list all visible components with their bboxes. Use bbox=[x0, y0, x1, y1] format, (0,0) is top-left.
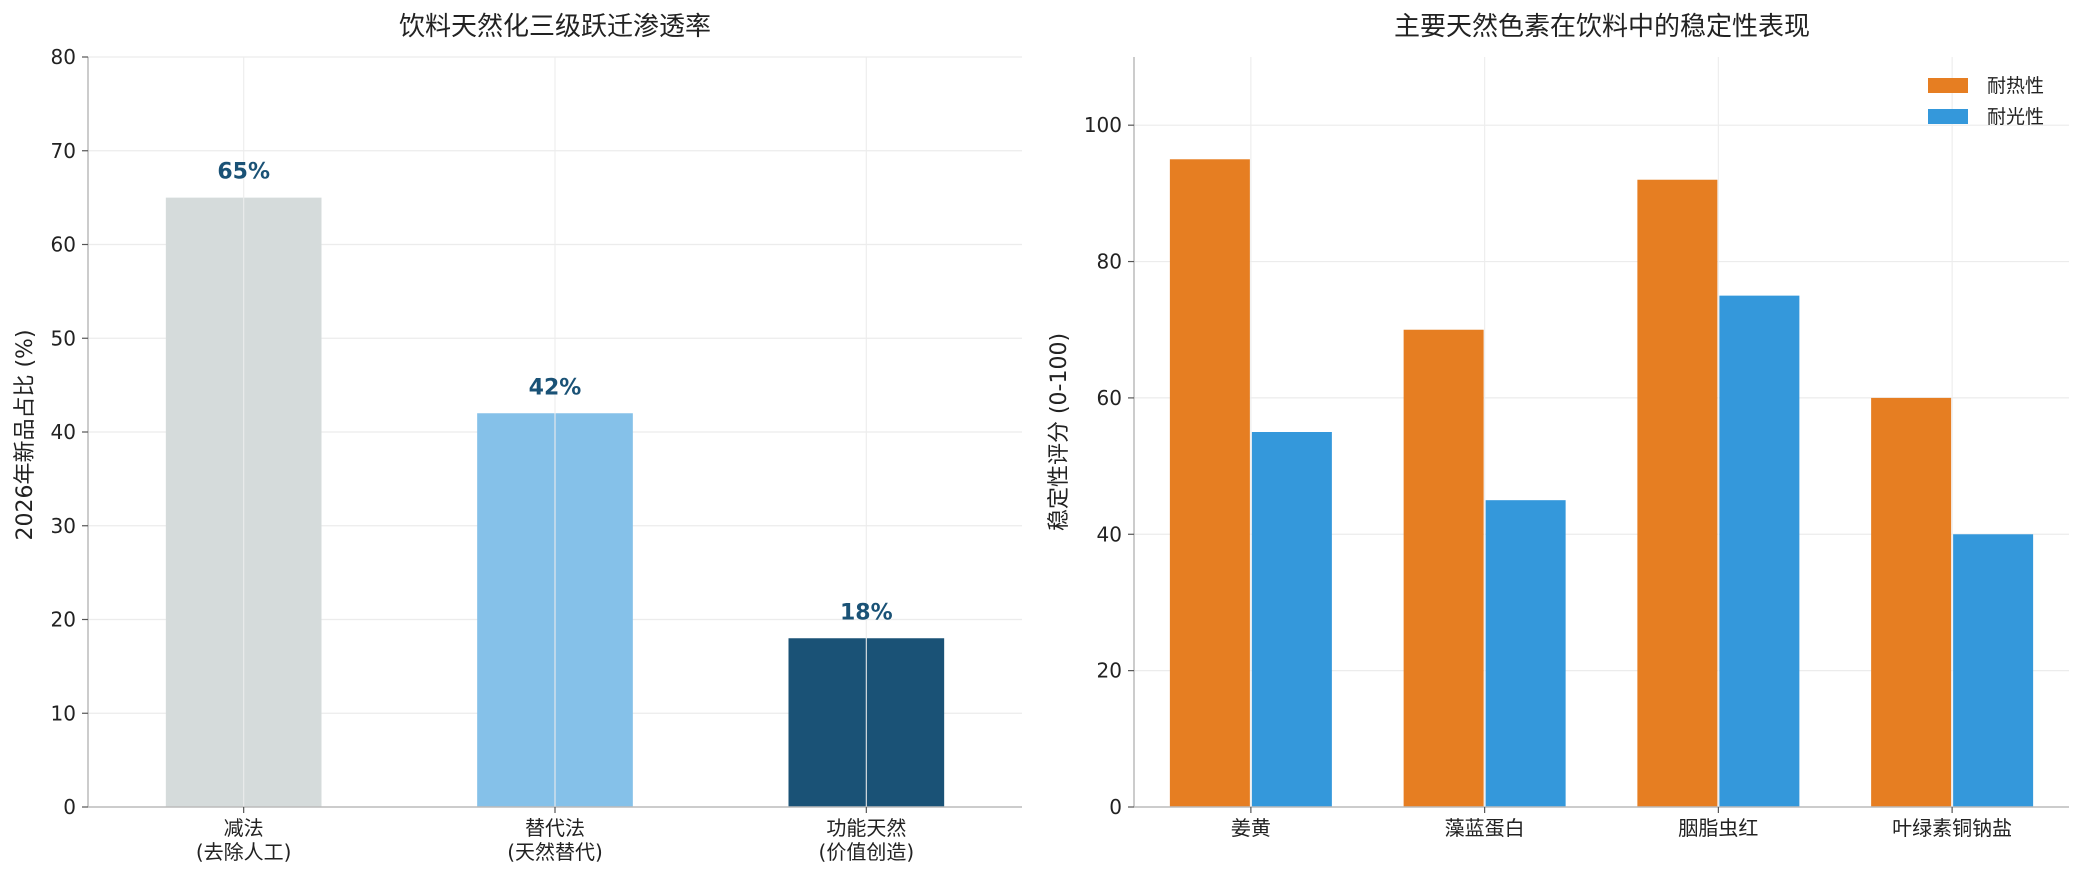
left-y-ticks: 0 10 20 30 40 50 60 70 80 bbox=[51, 45, 88, 819]
right-ytick-label-2: 40 bbox=[1097, 522, 1122, 546]
left-y-axis-label: 2026年新品占比 (%) bbox=[13, 329, 38, 540]
left-x-ticks: 减法(去除人工) 替代法(天然替代) 功能天然(价值创造) bbox=[196, 807, 914, 864]
right-y-axis-label: 稳定性评分 (0-100) bbox=[1047, 333, 1072, 531]
left-xtick-label-1: 替代法(天然替代) bbox=[507, 816, 603, 864]
right-axes bbox=[1133, 57, 2069, 808]
left-vertical-gridlines bbox=[243, 57, 867, 807]
left-ytick-label-3: 30 bbox=[51, 514, 76, 538]
left-ytick-label-8: 80 bbox=[51, 45, 76, 69]
right-bar-s1-0 bbox=[1251, 432, 1332, 807]
right-xtick-label-1: 藻蓝蛋白 bbox=[1445, 816, 1525, 840]
left-xtick-label-0-line-0: 减法 bbox=[224, 816, 264, 840]
right-bars bbox=[1169, 159, 2034, 808]
left-chart: 饮料天然化三级跃迁渗透率 2026年新品占比 (%) 65% 42% 18% 0 10… bbox=[13, 12, 1022, 864]
left-ytick-label-4: 40 bbox=[51, 420, 76, 444]
right-bar-s1-1 bbox=[1485, 500, 1566, 807]
left-data-labels: 65% 42% 18% bbox=[217, 160, 892, 626]
legend-swatch-1 bbox=[1928, 109, 1968, 124]
legend-swatch-0 bbox=[1928, 78, 1968, 93]
right-bar-s0-3 bbox=[1871, 397, 1952, 807]
right-chart: 主要天然色素在饮料中的稳定性表现 稳定性评分 (0-100) 0 20 40 60 80… bbox=[1047, 12, 2069, 840]
left-data-label-1: 42% bbox=[529, 375, 582, 400]
right-bar-s1-2 bbox=[1719, 295, 1800, 807]
left-data-label-0: 65% bbox=[217, 160, 270, 185]
left-xtick-label-0-line-1: (去除人工) bbox=[196, 840, 292, 864]
left-ytick-label-5: 50 bbox=[51, 326, 76, 350]
left-ytick-label-2: 20 bbox=[51, 608, 76, 632]
right-bar-s0-0 bbox=[1169, 159, 1250, 808]
right-ytick-label-3: 60 bbox=[1097, 386, 1122, 410]
right-ytick-label-0: 0 bbox=[1109, 795, 1122, 819]
right-y-ticks: 0 20 40 60 80 100 bbox=[1084, 113, 1134, 819]
right-ytick-label-4: 80 bbox=[1097, 250, 1122, 274]
right-bar-s0-2 bbox=[1637, 179, 1718, 807]
legend-label-1: 耐光性 bbox=[1987, 106, 2044, 128]
left-xtick-label-1-line-1: (天然替代) bbox=[507, 840, 603, 864]
right-ytick-label-1: 20 bbox=[1097, 659, 1122, 683]
right-bar-s0-1 bbox=[1403, 329, 1484, 807]
left-ytick-label-0: 0 bbox=[63, 795, 76, 819]
right-chart-title: 主要天然色素在饮料中的稳定性表现 bbox=[1394, 12, 1810, 42]
right-xtick-label-3: 叶绿素铜钠盐 bbox=[1892, 816, 2012, 840]
left-ytick-label-1: 10 bbox=[51, 701, 76, 725]
left-ytick-label-7: 70 bbox=[51, 139, 76, 163]
left-xtick-label-2-line-1: (价值创造) bbox=[819, 840, 915, 864]
right-vertical-gridlines bbox=[1250, 57, 1953, 807]
left-data-label-2: 18% bbox=[840, 600, 893, 625]
left-xtick-label-1-line-0: 替代法 bbox=[525, 816, 585, 840]
left-ytick-label-6: 60 bbox=[51, 233, 76, 257]
right-xtick-label-2: 胭脂虫红 bbox=[1678, 816, 1758, 840]
right-ytick-label-5: 100 bbox=[1084, 113, 1122, 137]
left-chart-title: 饮料天然化三级跃迁渗透率 bbox=[399, 12, 711, 42]
left-xtick-label-0: 减法(去除人工) bbox=[196, 816, 292, 864]
legend-label-0: 耐热性 bbox=[1987, 75, 2044, 97]
left-xtick-label-2-line-0: 功能天然 bbox=[826, 816, 906, 840]
right-xtick-label-0: 姜黄 bbox=[1231, 816, 1271, 840]
right-bar-s1-3 bbox=[1953, 534, 2034, 807]
right-x-ticks: 姜黄 藻蓝蛋白 胭脂虫红 叶绿素铜钠盐 bbox=[1231, 807, 2012, 840]
left-xtick-label-2: 功能天然(价值创造) bbox=[819, 816, 915, 864]
